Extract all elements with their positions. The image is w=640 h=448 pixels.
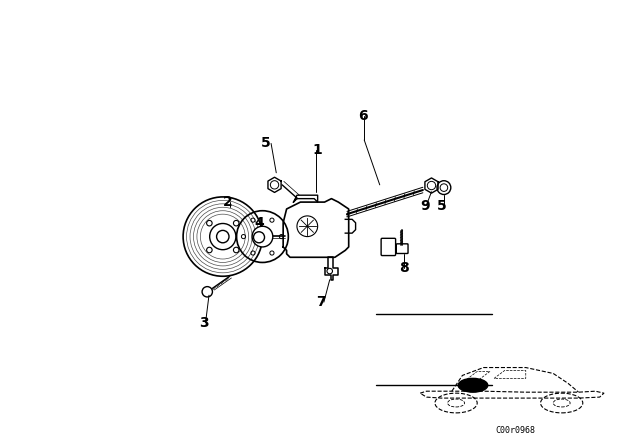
Text: 2: 2 — [223, 195, 233, 209]
Text: 5: 5 — [437, 198, 447, 212]
Text: 4: 4 — [254, 216, 264, 230]
Text: 6: 6 — [358, 109, 367, 123]
Text: 8: 8 — [399, 261, 409, 275]
Text: 9: 9 — [420, 198, 429, 212]
Circle shape — [252, 226, 273, 247]
Text: 3: 3 — [199, 316, 209, 330]
Text: 7: 7 — [316, 295, 326, 309]
Circle shape — [458, 379, 488, 392]
Text: 1: 1 — [313, 143, 323, 157]
Text: C00r0968: C00r0968 — [495, 426, 535, 435]
Text: 5: 5 — [261, 137, 271, 151]
